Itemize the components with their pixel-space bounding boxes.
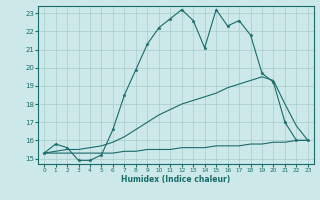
X-axis label: Humidex (Indice chaleur): Humidex (Indice chaleur): [121, 175, 231, 184]
